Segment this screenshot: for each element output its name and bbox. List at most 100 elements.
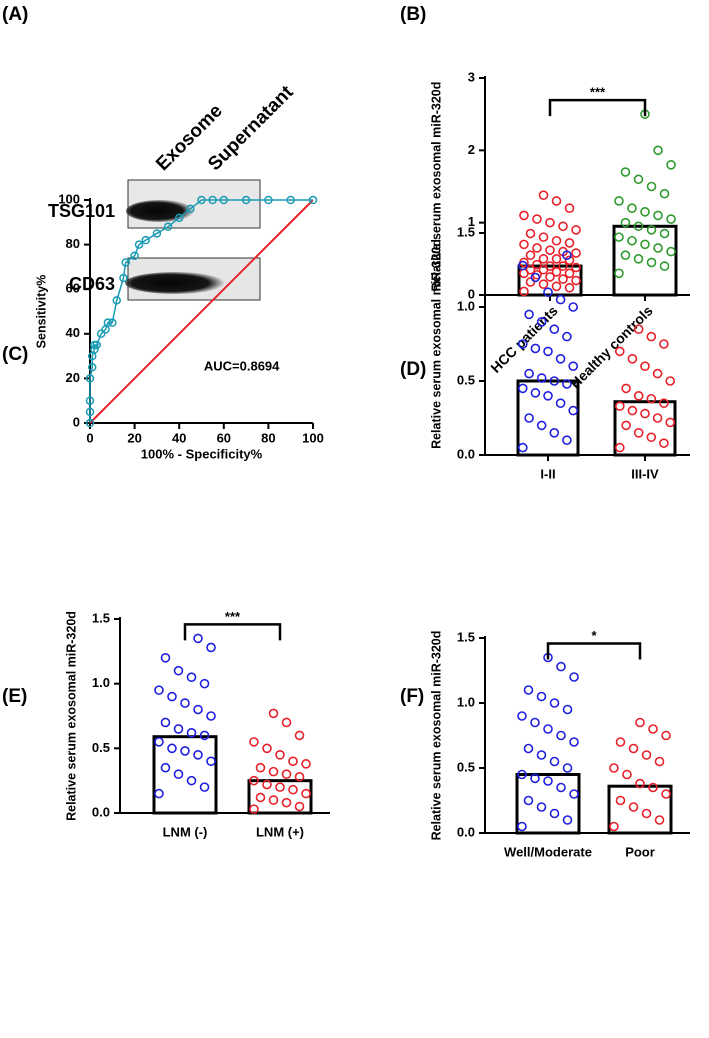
y-tick-label: 20 [66, 370, 80, 385]
data-point [517, 821, 527, 832]
data-point [517, 339, 528, 349]
data-point [615, 795, 626, 806]
data-point [564, 238, 575, 248]
data-point [568, 361, 579, 372]
data-point [268, 766, 279, 777]
significance-label: *** [225, 609, 241, 624]
data-point [530, 388, 541, 398]
data-point [536, 420, 547, 431]
roc-point [141, 235, 150, 245]
y-tick-label: 1.5 [457, 224, 475, 239]
data-point [615, 737, 626, 747]
data-point [641, 808, 652, 819]
data-point [633, 174, 644, 185]
y-tick-label: 1.0 [457, 694, 475, 709]
data-point [536, 691, 547, 702]
data-point [659, 339, 669, 349]
data-point [199, 730, 210, 741]
data-point [614, 442, 625, 453]
data-point [640, 207, 650, 217]
data-point [653, 210, 663, 221]
data-point [659, 398, 669, 409]
data-point [661, 730, 671, 741]
data-point [646, 225, 657, 235]
data-point [562, 435, 572, 446]
blot-band [125, 272, 225, 294]
y-tick-label: 100 [58, 191, 80, 206]
data-point [523, 743, 534, 754]
data-point [569, 789, 579, 799]
data-point [551, 281, 562, 292]
data-point [556, 730, 566, 741]
data-point [555, 353, 566, 364]
data-point [543, 724, 553, 734]
data-point [536, 373, 547, 383]
y-axis-label: Sensitivity% [34, 275, 48, 349]
y-tick-label: 0.5 [457, 372, 475, 387]
data-point [551, 235, 562, 246]
data-point [627, 235, 637, 246]
data-point [545, 245, 555, 255]
data-point [173, 665, 184, 676]
data-point [564, 282, 575, 293]
data-point [186, 728, 197, 738]
data-point [294, 801, 305, 812]
data-point [549, 698, 560, 708]
lane-label: Supernatant [204, 81, 298, 175]
data-point [525, 277, 536, 287]
data-point [627, 203, 637, 213]
data-point [562, 379, 572, 389]
y-tick-label: 2 [468, 142, 475, 157]
panel-label: (D) [400, 359, 426, 380]
data-point [301, 759, 311, 769]
panel-label: (C) [2, 344, 28, 365]
x-tick-label: 80 [261, 430, 275, 445]
data-point [628, 802, 639, 812]
data-point [536, 316, 547, 327]
data-point [249, 775, 259, 786]
data-point [543, 390, 553, 401]
row-label: CD63 [69, 274, 115, 294]
x-tick-label: 0 [86, 430, 93, 445]
data-point [558, 261, 568, 271]
data-point [659, 188, 670, 199]
data-point [640, 239, 650, 250]
data-point [532, 214, 542, 224]
data-point [659, 228, 670, 239]
y-tick-label: 0.0 [92, 804, 110, 819]
data-point [556, 661, 566, 672]
roc-point [152, 229, 162, 238]
panel-a: (A) Exosome Supernatant TSG101 CD63 [2, 4, 298, 301]
data-point [571, 275, 581, 286]
roc-point [85, 407, 95, 417]
roc-point [219, 195, 229, 205]
roc-point [174, 213, 184, 223]
y-tick-label: 0.5 [457, 759, 475, 774]
data-point [538, 254, 549, 264]
data-point [549, 756, 560, 767]
data-point [173, 724, 184, 734]
data-point [562, 704, 573, 715]
roc-point [163, 222, 173, 232]
data-point [562, 331, 572, 342]
data-point [167, 691, 177, 702]
data-point [652, 368, 663, 379]
panel-label: (F) [400, 686, 424, 707]
data-point [154, 788, 164, 799]
data-point [532, 243, 542, 253]
data-point [633, 427, 644, 438]
data-point [167, 743, 177, 754]
reference-line [89, 199, 314, 424]
data-point [530, 343, 541, 354]
data-point [569, 672, 579, 682]
data-point [524, 368, 534, 379]
x-tick-label: III-IV [631, 466, 659, 481]
data-point [519, 286, 529, 297]
data-point [571, 248, 581, 258]
data-point [620, 167, 631, 177]
data-point [609, 821, 619, 832]
data-point [519, 210, 529, 221]
data-point [532, 259, 542, 270]
data-point [633, 254, 644, 264]
